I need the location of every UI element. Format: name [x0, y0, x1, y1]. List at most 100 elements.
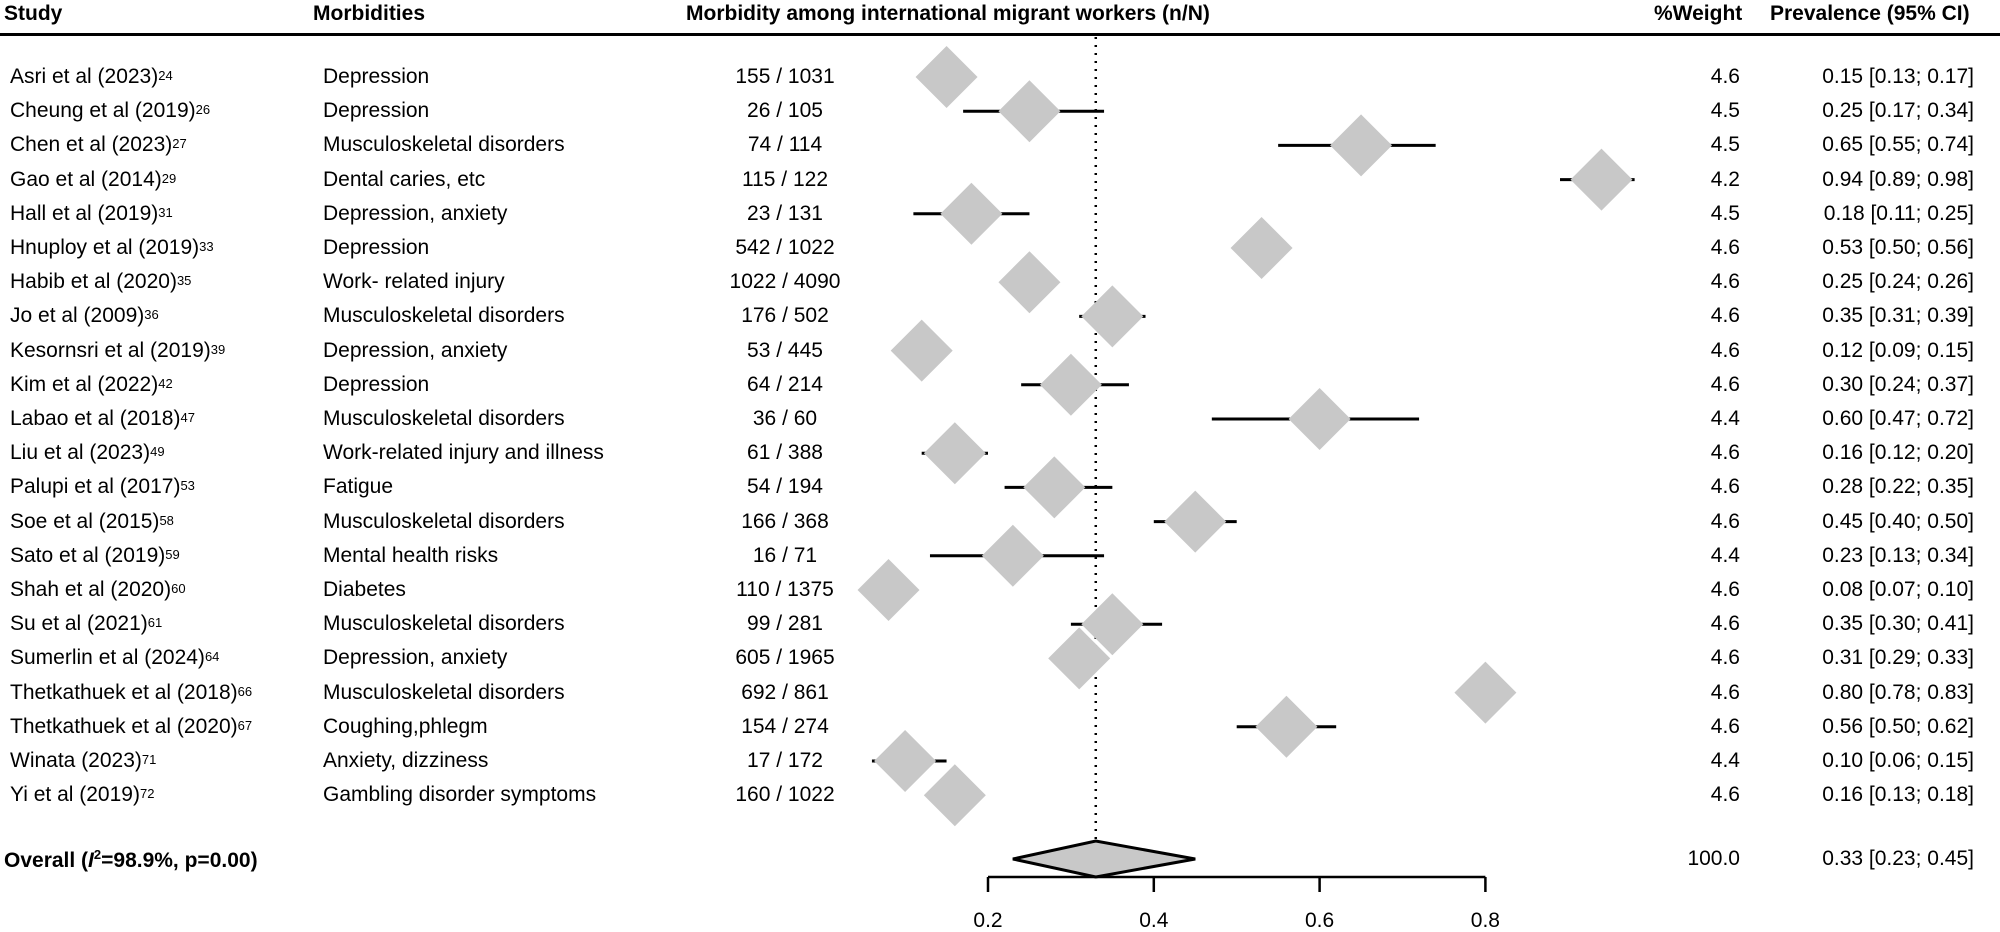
- study-reference: 33: [199, 239, 214, 254]
- study-weight: 4.4: [1710, 407, 1740, 430]
- study-weight: 4.6: [1710, 441, 1740, 465]
- overall-prevalence: 0.33 [0.23; 0.45]: [1822, 847, 1974, 870]
- study-prevalence: 0.65 [0.55; 0.74]: [1822, 133, 1974, 157]
- study-morbidity: Musculoskeletal disorders: [323, 612, 565, 636]
- study-prevalence: 0.25 [0.17; 0.34]: [1822, 99, 1974, 123]
- study-prevalence: 0.08 [0.07; 0.10]: [1822, 578, 1974, 601]
- study-name: Hall et al (2019)31: [10, 202, 173, 226]
- study-weight: 4.5: [1710, 201, 1740, 225]
- study-reference: 27: [172, 136, 187, 152]
- study-n-over-N: 16 / 71: [752, 543, 818, 567]
- study-weight: 4.2: [1710, 167, 1740, 191]
- study-n-over-N: 155 / 1031: [735, 65, 835, 88]
- overall-label-suffix: =98.9%, p=0.00): [101, 849, 258, 872]
- study-name: Soe et al (2015)58: [10, 510, 174, 534]
- study-weight: 4.6: [1710, 612, 1740, 636]
- study-weight: 4.6: [1710, 646, 1740, 670]
- study-n-over-N: 110 / 1375: [736, 578, 834, 601]
- study-n-over-N: 64 / 214: [747, 372, 823, 396]
- study-prevalence: 0.80 [0.78; 0.83]: [1822, 680, 1974, 704]
- study-morbidity: Mental health risks: [323, 543, 499, 567]
- study-reference: 26: [195, 102, 211, 118]
- study-marker: [1081, 285, 1144, 348]
- study-marker: [998, 80, 1061, 143]
- study-prevalence: 0.30 [0.24; 0.37]: [1822, 372, 1974, 396]
- study-name-text: Jo et al (2009): [10, 304, 145, 328]
- header-prevalence: Prevalence (95% CI): [1770, 2, 1970, 25]
- study-reference: 36: [144, 307, 159, 323]
- study-n-over-N: 542 / 1022: [735, 236, 835, 259]
- study-reference: 49: [150, 444, 165, 460]
- study-name-text: Labao et al (2018): [10, 407, 181, 430]
- study-n-over-N: 605 / 1965: [735, 646, 835, 670]
- study-name: Jo et al (2009)36: [10, 304, 159, 328]
- study-prevalence: 0.35 [0.30; 0.41]: [1822, 612, 1974, 636]
- study-name: Thetkathuek et al (2018)66: [10, 681, 252, 705]
- study-name: Yi et al (2019)72: [10, 783, 154, 807]
- header-weight: %Weight: [1654, 2, 1743, 25]
- study-morbidity: Depression: [323, 372, 430, 396]
- study-n-over-N: 36 / 60: [752, 407, 818, 430]
- study-prevalence: 0.15 [0.13; 0.17]: [1822, 65, 1974, 88]
- study-morbidity: Dental caries, etc: [323, 167, 486, 191]
- study-weight: 4.6: [1710, 578, 1740, 601]
- study-name-text: Shah et al (2020): [10, 578, 172, 601]
- overall-diamond: [1012, 839, 1196, 879]
- study-reference: 61: [147, 615, 163, 631]
- study-name: Asri et al (2023)24: [10, 65, 173, 89]
- study-name: Thetkathuek et al (2020)67: [10, 715, 252, 739]
- study-name: Habib et al (2020)35: [10, 270, 191, 294]
- study-marker: [1164, 490, 1227, 553]
- study-morbidity: Depression, anxiety: [323, 646, 508, 670]
- study-name-text: Hnuploy et al (2019): [10, 236, 200, 259]
- study-weight: 4.5: [1710, 99, 1740, 123]
- study-name-text: Habib et al (2020): [10, 270, 177, 294]
- study-prevalence: 0.25 [0.24; 0.26]: [1822, 270, 1974, 294]
- study-name-text: Soe et al (2015): [10, 509, 160, 533]
- study-morbidity: Anxiety, dizziness: [323, 749, 489, 772]
- study-morbidity: Depression, anxiety: [323, 201, 508, 225]
- study-reference: 58: [159, 512, 174, 528]
- study-weight: 4.4: [1710, 749, 1740, 772]
- study-marker: [857, 559, 920, 621]
- study-n-over-N: 74 / 114: [747, 133, 823, 157]
- study-name: Kim et al (2022)42: [10, 373, 173, 397]
- study-marker: [1255, 695, 1318, 758]
- study-marker: [1081, 593, 1144, 656]
- study-name-text: Chen et al (2023): [10, 133, 173, 157]
- study-prevalence: 0.23 [0.13; 0.34]: [1822, 543, 1974, 567]
- study-prevalence: 0.16 [0.12; 0.20]: [1822, 441, 1974, 465]
- study-n-over-N: 26 / 105: [747, 99, 823, 123]
- study-n-over-N: 154 / 274: [741, 714, 829, 738]
- study-weight: 4.6: [1710, 338, 1740, 362]
- study-reference: 29: [161, 170, 177, 186]
- study-marker: [1570, 148, 1633, 211]
- study-name-text: Hall et al (2019): [10, 201, 159, 225]
- study-marker: [1330, 114, 1393, 177]
- study-name: Labao et al (2018)47: [10, 407, 195, 431]
- study-weight: 4.6: [1710, 304, 1740, 328]
- study-name: Chen et al (2023)27: [10, 133, 187, 157]
- study-morbidity: Gambling disorder symptoms: [323, 783, 597, 807]
- overall-label: Overall (I2=98.9%, p=0.00): [4, 847, 258, 873]
- study-n-over-N: 166 / 368: [741, 509, 829, 533]
- study-name: Kesornsri et al (2019)39: [10, 339, 225, 363]
- study-reference: 31: [158, 204, 173, 220]
- study-name-text: Yi et al (2019): [10, 783, 140, 807]
- study-weight: 4.6: [1710, 680, 1740, 704]
- study-morbidity: Work-related injury and illness: [323, 441, 604, 465]
- study-n-over-N: 692 / 861: [741, 680, 829, 704]
- study-marker: [1230, 217, 1293, 279]
- study-weight: 4.6: [1710, 236, 1740, 259]
- study-n-over-N: 17 / 172: [747, 749, 823, 772]
- study-name-text: Asri et al (2023): [10, 65, 159, 88]
- study-n-over-N: 61 / 388: [747, 441, 823, 465]
- study-reference: 24: [158, 68, 173, 83]
- study-prevalence: 0.28 [0.22; 0.35]: [1822, 475, 1974, 499]
- study-n-over-N: 53 / 445: [747, 338, 823, 362]
- study-prevalence: 0.56 [0.50; 0.62]: [1822, 714, 1974, 738]
- study-marker: [923, 422, 986, 485]
- study-reference: 42: [158, 375, 173, 391]
- study-reference: 35: [176, 273, 192, 289]
- study-morbidity: Depression: [323, 99, 430, 123]
